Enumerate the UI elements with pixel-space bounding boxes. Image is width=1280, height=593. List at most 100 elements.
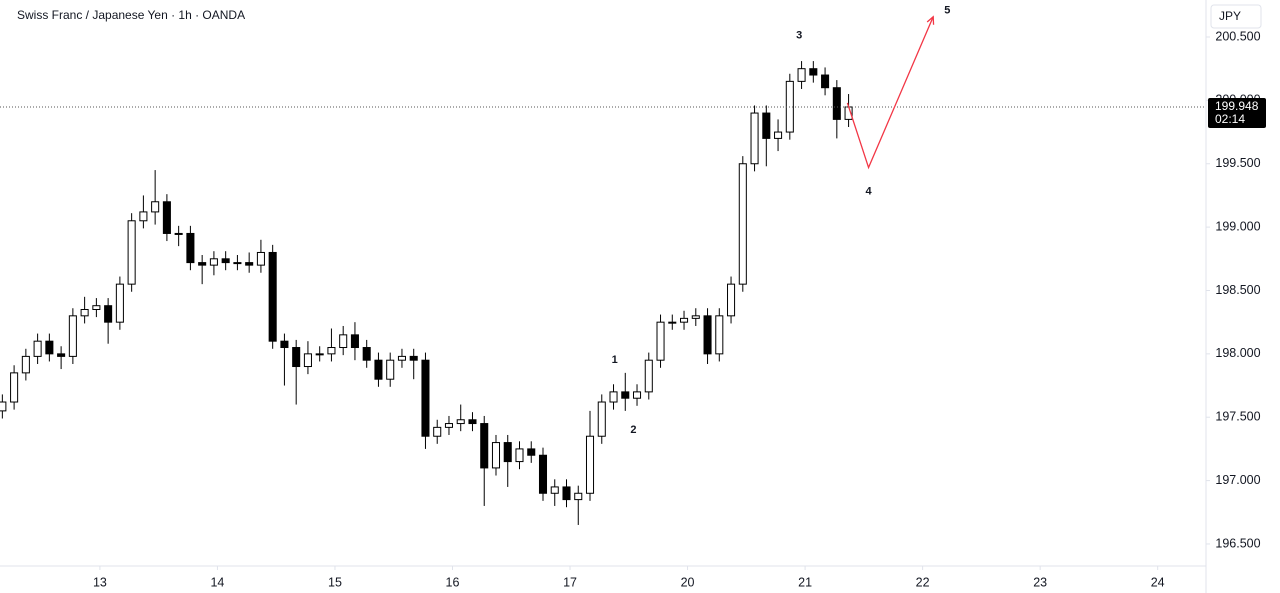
candle-body bbox=[21, 355, 30, 374]
y-tick-label: 199.500 bbox=[1215, 156, 1260, 170]
candle-body bbox=[703, 315, 712, 355]
candle-body bbox=[444, 423, 453, 428]
candle-body bbox=[186, 232, 195, 264]
wave-label: 4 bbox=[865, 186, 872, 198]
x-tick-label: 15 bbox=[328, 575, 342, 589]
x-tick-label: 13 bbox=[93, 575, 107, 589]
candle-body bbox=[33, 340, 42, 357]
candle-body bbox=[774, 131, 783, 139]
currency-button[interactable] bbox=[1210, 4, 1262, 29]
candle-body bbox=[515, 448, 524, 463]
candle-body bbox=[480, 423, 489, 469]
candle-body bbox=[397, 355, 406, 361]
candle-body bbox=[644, 359, 653, 393]
candle-body bbox=[45, 340, 54, 355]
candle-body bbox=[209, 258, 218, 266]
candle-body bbox=[727, 283, 736, 317]
x-tick-label: 23 bbox=[1033, 575, 1047, 589]
candle-body bbox=[585, 435, 595, 494]
candle-body bbox=[680, 317, 689, 323]
candle-body bbox=[292, 347, 301, 368]
wave-label: 5 bbox=[944, 4, 950, 16]
candle-body bbox=[433, 426, 442, 437]
y-tick-label: 198.500 bbox=[1215, 283, 1260, 297]
y-tick-label: 200.500 bbox=[1215, 29, 1260, 43]
candle-body bbox=[174, 232, 183, 235]
candle-body bbox=[92, 305, 101, 310]
last-price-label: 199.948 bbox=[1215, 99, 1259, 113]
x-tick-label: 20 bbox=[681, 575, 695, 589]
candle-body bbox=[421, 359, 430, 437]
countdown-label: 02:14 bbox=[1215, 112, 1245, 126]
candle-body bbox=[809, 68, 818, 76]
wave-label: 2 bbox=[630, 424, 636, 436]
projection-arrowhead bbox=[926, 15, 935, 25]
x-tick-label: 14 bbox=[210, 575, 224, 589]
candle-body bbox=[503, 442, 512, 463]
candle-body bbox=[609, 391, 618, 403]
x-tick-label: 16 bbox=[446, 575, 460, 589]
candle-body bbox=[162, 201, 171, 234]
candle-body bbox=[562, 486, 571, 501]
y-tick-label: 197.500 bbox=[1215, 410, 1260, 424]
candle-body bbox=[538, 454, 548, 494]
candle-body bbox=[256, 251, 265, 266]
candle-body bbox=[374, 359, 383, 380]
wave-label: 1 bbox=[612, 354, 618, 366]
candle-body bbox=[339, 334, 348, 349]
candle-body bbox=[127, 220, 136, 285]
y-tick-label: 198.000 bbox=[1215, 346, 1260, 360]
candle-body bbox=[668, 321, 677, 324]
currency-label[interactable]: JPY bbox=[1219, 9, 1241, 23]
candle-body bbox=[233, 262, 242, 265]
candle-body bbox=[151, 201, 160, 213]
candle-body bbox=[656, 321, 665, 361]
candle-body bbox=[10, 372, 19, 403]
candle-body bbox=[456, 419, 465, 425]
y-tick-label: 197.000 bbox=[1215, 473, 1260, 487]
candle-body bbox=[574, 492, 583, 501]
candle-body bbox=[245, 262, 254, 266]
wave-label: 3 bbox=[796, 30, 802, 42]
candle-body bbox=[327, 347, 336, 355]
candle-body bbox=[268, 251, 277, 342]
candle-body bbox=[797, 68, 806, 82]
candle-body bbox=[104, 305, 113, 323]
candle-body bbox=[386, 359, 395, 380]
candle-body bbox=[198, 262, 207, 266]
candle-body bbox=[221, 258, 230, 264]
x-tick-label: 21 bbox=[798, 575, 812, 589]
candle-body bbox=[115, 283, 124, 323]
y-tick-label: 196.500 bbox=[1215, 536, 1260, 550]
candle-body bbox=[597, 401, 606, 437]
candle-body bbox=[621, 391, 630, 399]
candle-body bbox=[750, 112, 759, 165]
chart-title: Swiss Franc / Japanese Yen · 1h · OANDA bbox=[17, 8, 245, 22]
candle-body bbox=[280, 340, 289, 349]
candle-body bbox=[409, 355, 418, 361]
last-price-box bbox=[1208, 97, 1266, 128]
x-tick-label: 24 bbox=[1151, 575, 1165, 589]
candle-body bbox=[139, 211, 148, 222]
x-tick-label: 22 bbox=[916, 575, 930, 589]
candle-body bbox=[632, 391, 642, 399]
candle-body bbox=[527, 448, 536, 456]
candle-body bbox=[68, 315, 77, 357]
x-tick-label: 17 bbox=[563, 575, 577, 589]
candle-body bbox=[762, 112, 771, 139]
candle-body bbox=[0, 401, 7, 412]
candle-body bbox=[715, 315, 724, 355]
candle-body bbox=[738, 163, 747, 285]
candle-body bbox=[80, 308, 89, 317]
candle-body bbox=[57, 353, 66, 357]
y-tick-label: 199.000 bbox=[1215, 219, 1260, 233]
projection-line bbox=[846, 16, 934, 170]
candle-body bbox=[350, 334, 359, 349]
candle-body bbox=[468, 419, 477, 425]
candle-body bbox=[362, 347, 371, 361]
candle-body bbox=[691, 315, 700, 319]
candle-body bbox=[303, 353, 312, 368]
candle-body bbox=[832, 87, 841, 120]
candle-body bbox=[550, 486, 559, 494]
